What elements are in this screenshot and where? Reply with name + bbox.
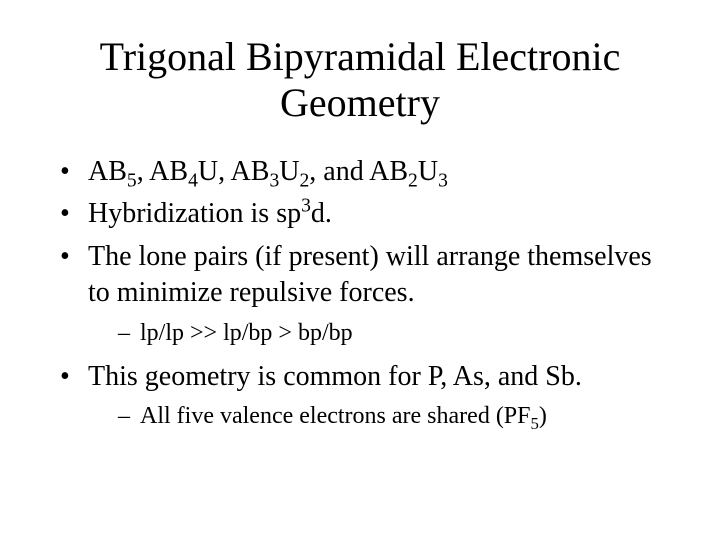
text-segment: , and AB [309, 156, 408, 187]
text-segment: U, AB [198, 156, 270, 187]
subscript: 3 [438, 171, 448, 192]
title-line-1: Trigonal Bipyramidal Electronic [100, 34, 621, 79]
sub-bullet-text: lp/lp >> lp/bp > bp/bp [140, 320, 353, 346]
bullet-text: The lone pairs (if present) will arrange… [88, 241, 652, 308]
text-segment: U [279, 156, 299, 187]
bullet-formula-types: AB5, AB4U, AB3U2, and AB2U3 [60, 154, 680, 190]
bullet-hybridization: Hybridization is sp3d. [60, 196, 680, 232]
subscript: 5 [531, 414, 539, 433]
text-segment: d. [311, 198, 332, 229]
sub-bullet-example: All five valence electrons are shared (P… [118, 401, 680, 432]
text-segment: All five valence electrons are shared (P… [140, 403, 531, 429]
text-segment: , AB [137, 156, 188, 187]
title-line-2: Geometry [280, 80, 440, 125]
bullet-lone-pairs: The lone pairs (if present) will arrange… [60, 239, 680, 349]
bullet-common-elements: This geometry is common for P, As, and S… [60, 359, 680, 433]
subscript: 2 [299, 171, 309, 192]
slide: Trigonal Bipyramidal Electronic Geometry… [0, 0, 720, 540]
sub-bullet-list: lp/lp >> lp/bp > bp/bp [118, 318, 680, 349]
sub-bullet-list: All five valence electrons are shared (P… [118, 401, 680, 432]
subscript: 2 [408, 171, 418, 192]
bullet-text: This geometry is common for P, As, and S… [88, 361, 582, 392]
sub-bullet-repulsion-order: lp/lp >> lp/bp > bp/bp [118, 318, 680, 349]
slide-title: Trigonal Bipyramidal Electronic Geometry [40, 34, 680, 126]
text-segment: AB [88, 156, 127, 187]
subscript: 4 [188, 171, 198, 192]
subscript: 3 [269, 171, 279, 192]
text-segment: ) [539, 403, 547, 429]
text-segment: Hybridization is sp [88, 198, 301, 229]
subscript: 5 [127, 171, 137, 192]
bullet-list: AB5, AB4U, AB3U2, and AB2U3 Hybridizatio… [60, 154, 680, 432]
text-segment: U [418, 156, 438, 187]
superscript: 3 [301, 196, 311, 217]
